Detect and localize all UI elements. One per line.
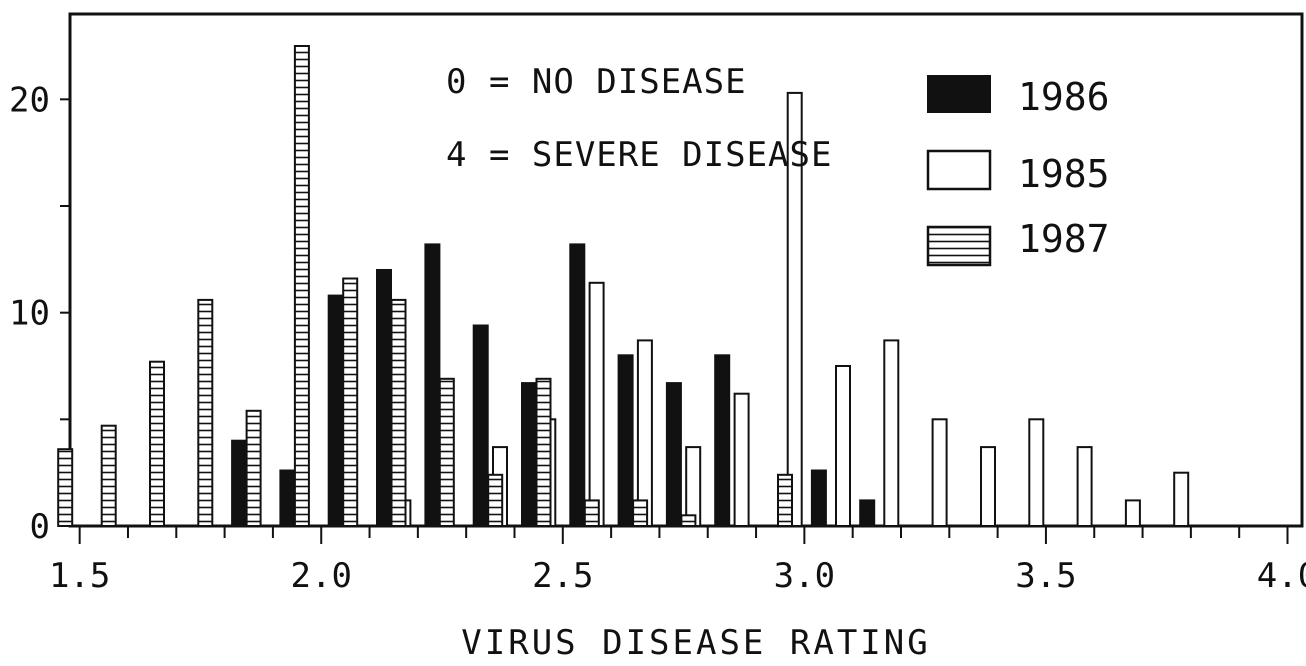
bar-1985-9 — [883, 339, 900, 527]
ticks-layer: 1.5 2.0 2.5 3.0 3.5 4.0 0 10 20 — [9, 80, 1306, 596]
legend-label-1986: 1986 — [1018, 75, 1110, 119]
bar-1986-3 — [376, 269, 392, 527]
bar-1985-12 — [1028, 418, 1045, 527]
bar-1985-8 — [835, 365, 851, 527]
bar-1986-0 — [231, 439, 248, 528]
annotation-severe-disease: 4 = SEVERE DISEASE — [446, 135, 832, 175]
legend-swatch-1986 — [927, 75, 991, 113]
bar-1987-4 — [245, 409, 262, 527]
x-axis-title: VIRUS DISEASE RATING — [461, 623, 930, 663]
bar-1986-11 — [810, 469, 827, 527]
bar-1987-14 — [777, 473, 793, 527]
y-tick-label-0: 0 — [30, 507, 50, 547]
x-tick-label-3: 3.0 — [774, 556, 835, 596]
bar-1985-14 — [1124, 499, 1141, 527]
x-tick-label-0: 1.5 — [49, 556, 110, 596]
x-tick-label-1: 2.0 — [291, 556, 352, 596]
bar-1986-1 — [279, 469, 296, 527]
bar-1986-8 — [617, 354, 634, 527]
x-tick-label-5: 4.0 — [1257, 556, 1306, 596]
bar-1985-6 — [733, 392, 750, 528]
bar-1987-9 — [487, 473, 504, 527]
x-tick-label-2: 2.5 — [532, 556, 593, 596]
bar-1987-12 — [632, 499, 649, 527]
bar-1987-1 — [100, 424, 117, 528]
bar-1986-9 — [665, 382, 682, 527]
bar-1987-5 — [293, 45, 310, 527]
bar-1986-2 — [327, 294, 344, 527]
bar-1986-6 — [521, 382, 537, 527]
y-tick-label-1: 10 — [9, 294, 50, 334]
x-tick-label-4: 3.5 — [1015, 556, 1076, 596]
bar-1987-11 — [583, 499, 600, 527]
bar-1985-4 — [636, 339, 653, 527]
bar-1987-8 — [438, 377, 455, 527]
bar-1985-11 — [980, 446, 996, 528]
bar-1987-13 — [680, 514, 697, 527]
bar-1987-0 — [57, 448, 74, 528]
legend-label-1987: 1987 — [1018, 217, 1110, 261]
annotation-no-disease: 0 = NO DISEASE — [446, 62, 747, 102]
bar-1986-12 — [859, 499, 876, 527]
legend-label-1985: 1985 — [1018, 152, 1110, 196]
bar-1987-10 — [535, 377, 552, 527]
bars-layer — [57, 45, 1190, 528]
bar-1986-10 — [714, 354, 731, 527]
legend-swatch-1985 — [926, 149, 992, 191]
bar-1987-6 — [342, 277, 359, 527]
legend-swatch-1987 — [926, 225, 992, 267]
bar-1985-5 — [685, 446, 702, 528]
bar-1986-5 — [472, 324, 489, 527]
bar-1986-7 — [569, 243, 586, 527]
bar-1986-4 — [424, 243, 441, 527]
bar-1987-2 — [149, 360, 165, 528]
bar-1985-15 — [1173, 471, 1190, 528]
bar-1985-10 — [931, 418, 948, 527]
bar-1985-13 — [1076, 446, 1093, 528]
bar-1987-3 — [197, 298, 214, 527]
y-tick-label-2: 20 — [9, 80, 50, 120]
bar-1987-7 — [390, 298, 407, 527]
bar-1985-7 — [786, 91, 803, 528]
bar-1985-3 — [588, 281, 605, 527]
legend: 1986 1985 1987 — [926, 75, 1110, 267]
